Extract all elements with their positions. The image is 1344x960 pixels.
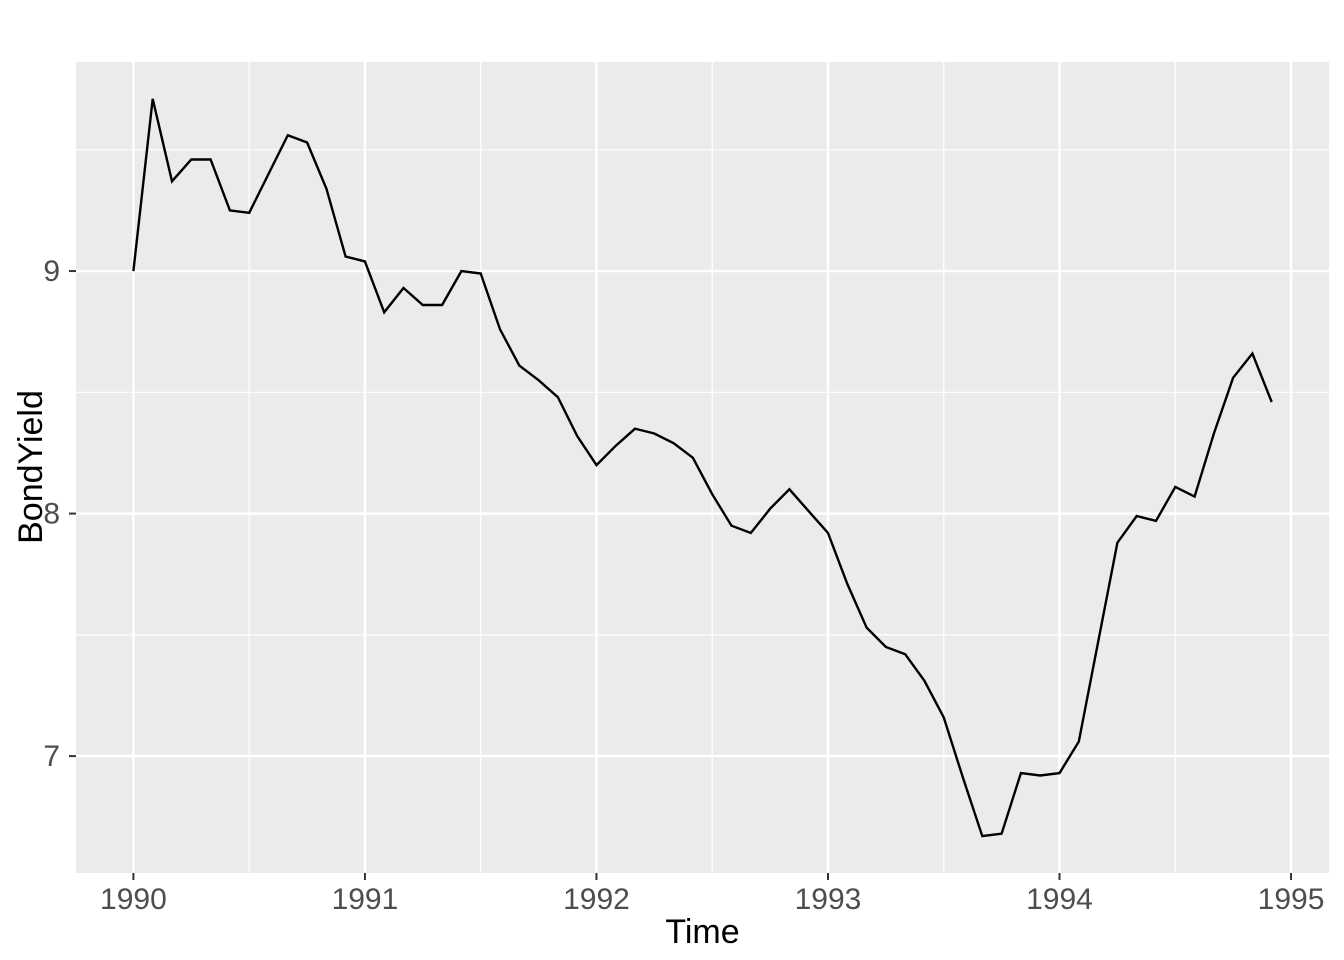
y-tick-label: 7 — [43, 740, 60, 773]
x-tick-label: 1993 — [795, 883, 862, 916]
x-tick-label: 1990 — [100, 883, 167, 916]
x-tick-label: 1992 — [563, 883, 630, 916]
plot-panel — [76, 62, 1329, 873]
y-axis-title: BondYield — [12, 390, 50, 544]
bondyield-line — [132, 98, 1273, 838]
y-tick-label: 8 — [43, 498, 60, 531]
x-tick-label: 1995 — [1258, 883, 1325, 916]
x-tick-label: 1991 — [332, 883, 399, 916]
y-tick-label: 9 — [43, 255, 60, 288]
x-axis-title: Time — [665, 913, 740, 951]
x-tick-label: 1994 — [1026, 883, 1093, 916]
